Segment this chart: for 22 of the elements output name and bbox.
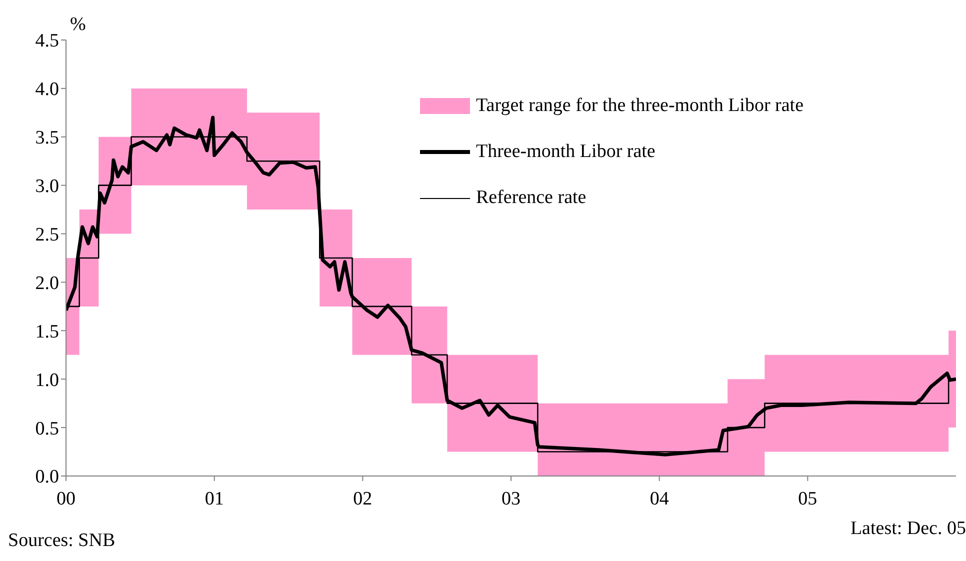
legend-label: Target range for the three-month Libor rate	[476, 95, 804, 117]
x-tick-label: 00	[56, 488, 76, 510]
text: Latest: Dec. 05	[850, 518, 966, 540]
y-tick-label: 3.0	[35, 176, 59, 198]
x-tick-label: 02	[353, 488, 372, 510]
source-note: Sources: SNB	[8, 530, 116, 552]
y-tick-label: 0.5	[35, 418, 59, 440]
y-tick-label: 1.0	[35, 370, 59, 391]
y-tick-label: 1.5	[35, 321, 59, 342]
x-tick-label: 01	[204, 488, 224, 510]
x-tick-label: 04	[650, 488, 670, 510]
x-tick-label: 03	[502, 488, 520, 510]
x-tick-label: 05	[798, 488, 818, 510]
y-tick-label: 0.0	[35, 466, 59, 488]
legend-label: Reference rate	[476, 187, 586, 209]
y-tick-label: 2.5	[35, 224, 59, 246]
y-tick-label: 2.0	[35, 272, 59, 294]
y-tick-label: 4.5	[35, 30, 59, 52]
y-axis-title: %	[70, 14, 86, 36]
legend-label: Three-month Libor rate	[476, 141, 656, 163]
y-tick-label: 3.5	[35, 128, 59, 149]
y-tick-label: 4.0	[35, 79, 59, 100]
